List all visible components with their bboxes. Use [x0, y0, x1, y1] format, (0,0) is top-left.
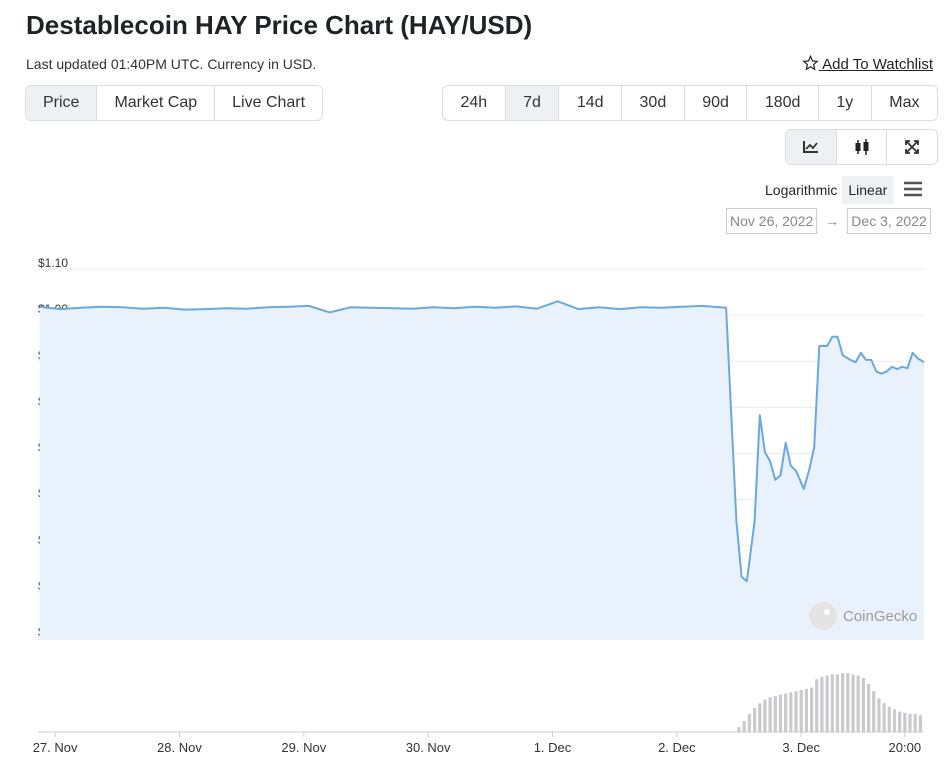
date-to[interactable]: Dec 3, 2022: [847, 208, 931, 234]
volume-bar: [763, 699, 767, 732]
volume-bar: [898, 711, 902, 732]
volume-bar: [784, 693, 788, 732]
scale-option[interactable]: Linear: [842, 176, 894, 204]
volume-bar: [851, 674, 855, 732]
volume-bar: [737, 727, 741, 732]
volume-bar: [872, 691, 876, 732]
volume-bar: [773, 696, 777, 732]
watchlist-link[interactable]: Add To Watchlist: [802, 54, 933, 73]
menu-button[interactable]: [903, 181, 923, 202]
x-tick-label: 20:00: [889, 740, 922, 755]
volume-bar: [918, 715, 922, 732]
tab-button[interactable]: Live Chart: [214, 86, 322, 120]
volume-bar: [820, 676, 824, 732]
price-line: [39, 300, 925, 583]
x-tick-label: 28. Nov: [157, 740, 202, 755]
range-button[interactable]: 7d: [504, 86, 559, 120]
volume-bar: [794, 691, 798, 732]
watchlist-text: Add To Watchlist: [822, 56, 933, 73]
scale-option[interactable]: Logarithmic: [765, 182, 838, 198]
volume-bar: [747, 714, 751, 732]
volume-bar: [758, 703, 762, 732]
volume-bar: [809, 687, 814, 732]
line-chart-button[interactable]: [786, 130, 836, 164]
volume-bar: [846, 673, 850, 732]
fullscreen-button[interactable]: [886, 130, 937, 164]
volume-bar: [882, 703, 886, 732]
volume-bar: [752, 708, 757, 732]
candle-chart-button[interactable]: [835, 130, 887, 164]
range-buttons: 24h 7d 14d 30d 90d 180d 1y Max: [442, 85, 938, 121]
volume-bar: [815, 679, 819, 732]
volume-bar: [866, 684, 871, 732]
volume-bar: [825, 675, 829, 732]
range-button[interactable]: 30d: [621, 86, 684, 120]
volume-bar: [908, 714, 912, 732]
scale-options: Logarithmic Linear: [760, 176, 894, 204]
x-tick-label: 29. Nov: [281, 740, 326, 755]
range-button[interactable]: Max: [870, 86, 937, 120]
range-button[interactable]: 1y: [817, 86, 871, 120]
volume-bar: [841, 673, 845, 732]
tab-button[interactable]: Market Cap: [96, 86, 214, 120]
volume-bar: [789, 692, 793, 732]
chart-style-buttons: [785, 129, 938, 165]
volume-bar: [778, 694, 783, 732]
x-tick-label: 2. Dec: [658, 740, 696, 755]
x-tick-label: 3. Dec: [782, 740, 820, 755]
volume-bar: [877, 698, 881, 732]
range-button[interactable]: 14d: [558, 86, 621, 120]
volume-bar: [892, 709, 897, 732]
last-updated: Last updated 01:40PM UTC. Currency in US…: [26, 56, 317, 72]
page-title: Destablecoin HAY Price Chart (HAY/USD): [26, 10, 533, 40]
x-tick-label: 27. Nov: [33, 740, 78, 755]
watermark: CoinGecko: [809, 602, 917, 630]
date-from[interactable]: Nov 26, 2022: [726, 208, 818, 234]
volume-bar: [799, 690, 803, 732]
x-tick-label: 30. Nov: [406, 740, 451, 755]
range-button[interactable]: 180d: [746, 86, 818, 120]
tab-button[interactable]: Price: [26, 86, 97, 120]
volume-bar: [887, 706, 891, 732]
volume-bar: [856, 675, 860, 732]
star-icon: [802, 54, 819, 71]
volume-bar: [768, 697, 772, 732]
volume-bar: [913, 714, 917, 732]
y-tick-label: $1.10: [38, 256, 68, 270]
date-range: Nov 26, 2022 → Dec 3, 2022: [726, 208, 931, 234]
chart-tabs: Price Market Cap Live Chart: [25, 85, 324, 121]
range-button[interactable]: 90d: [683, 86, 747, 120]
volume-bar: [804, 688, 808, 732]
watermark-text: CoinGecko: [843, 608, 917, 625]
price-area: [39, 301, 925, 640]
volume-bar: [835, 674, 840, 732]
volume-bar: [861, 678, 865, 732]
range-button[interactable]: 24h: [460, 94, 488, 111]
volume-bar: [742, 721, 746, 732]
x-tick-label: 1. Dec: [534, 740, 572, 755]
volume-bar: [830, 674, 834, 732]
arrow: →: [825, 213, 840, 229]
volume-bar: [903, 712, 907, 732]
